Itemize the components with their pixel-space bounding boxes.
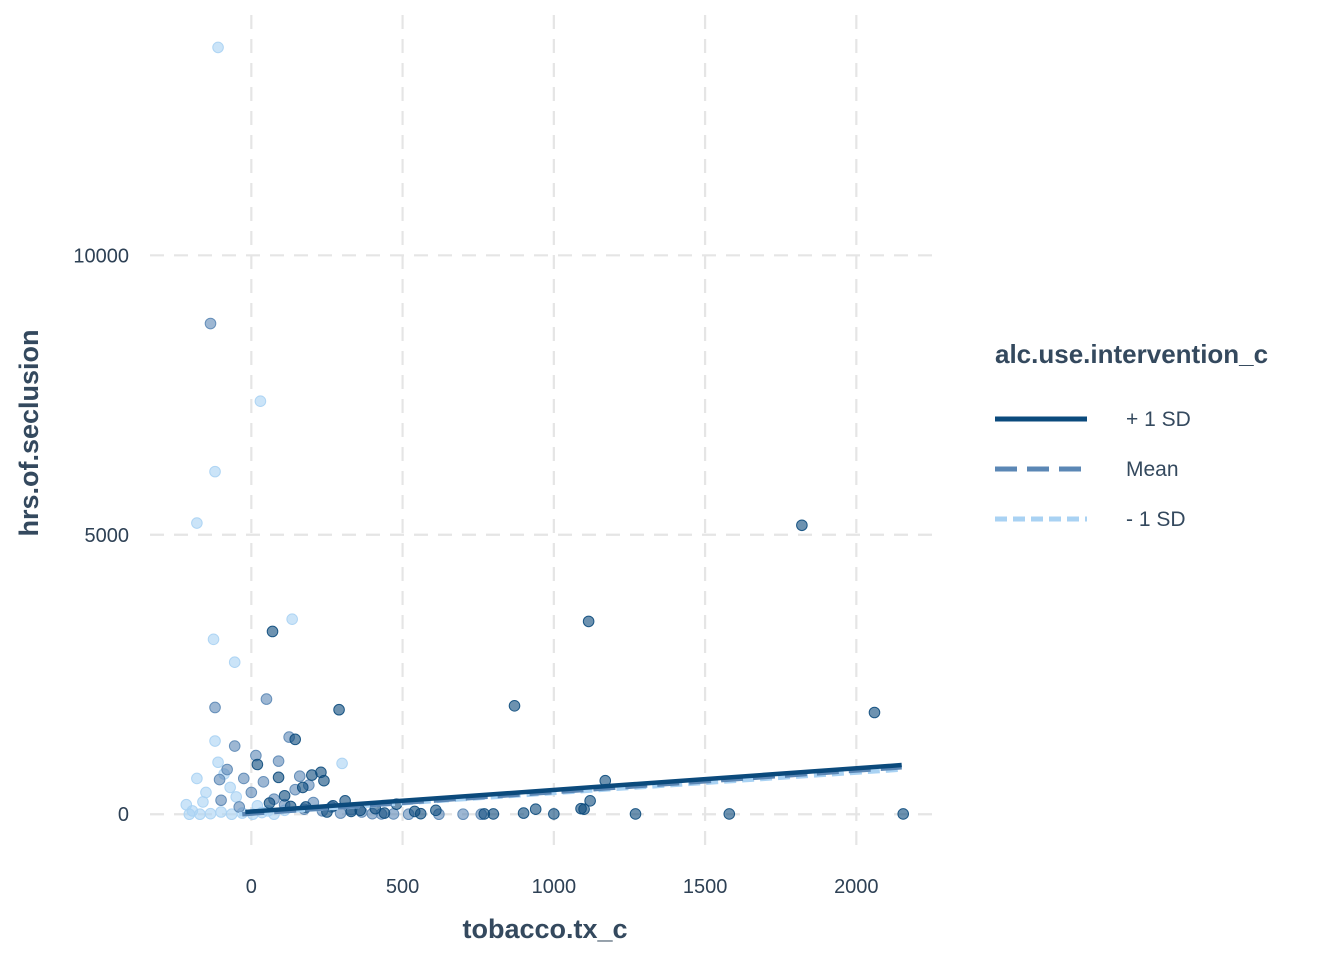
x-tick-label: 0 (246, 876, 257, 898)
scatter-point (272, 755, 285, 767)
scatter-point (336, 757, 348, 770)
scatter-point (796, 519, 808, 532)
scatter-point (221, 763, 233, 776)
scatter-point (529, 803, 542, 816)
scatter-point (209, 701, 221, 714)
data-points (180, 41, 910, 821)
scatter-point (224, 781, 236, 794)
x-axis-ticks: 0 500 1000 1500 2000 (246, 876, 879, 898)
scatter-point (548, 808, 560, 820)
scatter-point (245, 786, 258, 799)
scatter-point (215, 794, 227, 807)
scatter-point (306, 769, 318, 781)
legend-title: alc.use.intervention_c (995, 339, 1268, 369)
scatter-point (430, 804, 442, 817)
y-tick-label: 10000 (73, 245, 129, 267)
scatter-point (575, 802, 587, 815)
scatter-point (333, 703, 345, 716)
scatter-point (233, 801, 246, 813)
scatter-point (517, 807, 530, 819)
scatter-point (200, 786, 212, 799)
x-tick-label: 2000 (834, 876, 879, 898)
scatter-point (209, 465, 221, 478)
trend-lines (239, 762, 902, 817)
scatter-point (584, 795, 596, 807)
scatter-point (266, 625, 279, 638)
scatter-point (204, 807, 217, 820)
scatter-point (183, 808, 196, 821)
legend-label: - 1 SD (1126, 508, 1186, 531)
scatter-point (257, 776, 270, 788)
scatter-point (212, 756, 224, 769)
scatter-point (237, 772, 250, 785)
scatter-point (260, 693, 273, 705)
grid-lines (150, 15, 938, 850)
legend: alc.use.intervention_c + 1 SD Mean - 1 SD (995, 339, 1268, 531)
y-axis-title: hrs.of.seclusion (14, 329, 44, 536)
x-tick-label: 500 (386, 876, 419, 898)
scatter-point (197, 796, 209, 808)
scatter-point (868, 706, 881, 719)
scatter-point (289, 733, 301, 746)
scatter-point (215, 806, 227, 818)
scatter-point (228, 656, 241, 669)
scatter-point (286, 613, 298, 625)
scatter-point (723, 808, 736, 820)
scatter-point (318, 774, 330, 787)
scatter-point (296, 781, 309, 794)
scatter-point (228, 740, 241, 752)
scatter-point (251, 758, 264, 771)
scatter-point (230, 791, 243, 803)
y-tick-label: 0 (118, 804, 129, 826)
scatter-point (254, 395, 267, 408)
scatter-point (629, 808, 642, 820)
scatter-point (378, 807, 391, 819)
scatter-point (457, 808, 469, 821)
scatter-point (582, 615, 595, 628)
trend-line (245, 762, 902, 815)
scatter-point (212, 41, 224, 54)
y-tick-label: 5000 (85, 525, 130, 547)
scatter-point (278, 789, 291, 802)
scatter-point (272, 771, 285, 784)
y-axis-ticks: 0 5000 10000 (73, 245, 129, 826)
scatter-point (191, 517, 203, 529)
legend-label: + 1 SD (1126, 408, 1191, 431)
scatter-point (487, 808, 500, 820)
scatter-point (213, 773, 226, 786)
scatter-point (194, 808, 206, 821)
scatter-point (508, 700, 521, 712)
x-tick-label: 1000 (532, 876, 577, 898)
legend-label: Mean (1126, 458, 1179, 481)
scatter-point (191, 772, 203, 785)
x-tick-label: 1500 (683, 876, 728, 898)
scatter-point (263, 797, 276, 809)
scatter-point (209, 735, 221, 747)
scatter-point (414, 807, 427, 820)
x-axis-title: tobacco.tx_c (462, 914, 627, 944)
scatter-point (207, 633, 220, 646)
scatter-point (897, 808, 910, 820)
legend-entries: + 1 SD Mean - 1 SD (995, 408, 1191, 531)
scatter-point (204, 317, 217, 330)
scatter-point (293, 770, 306, 783)
